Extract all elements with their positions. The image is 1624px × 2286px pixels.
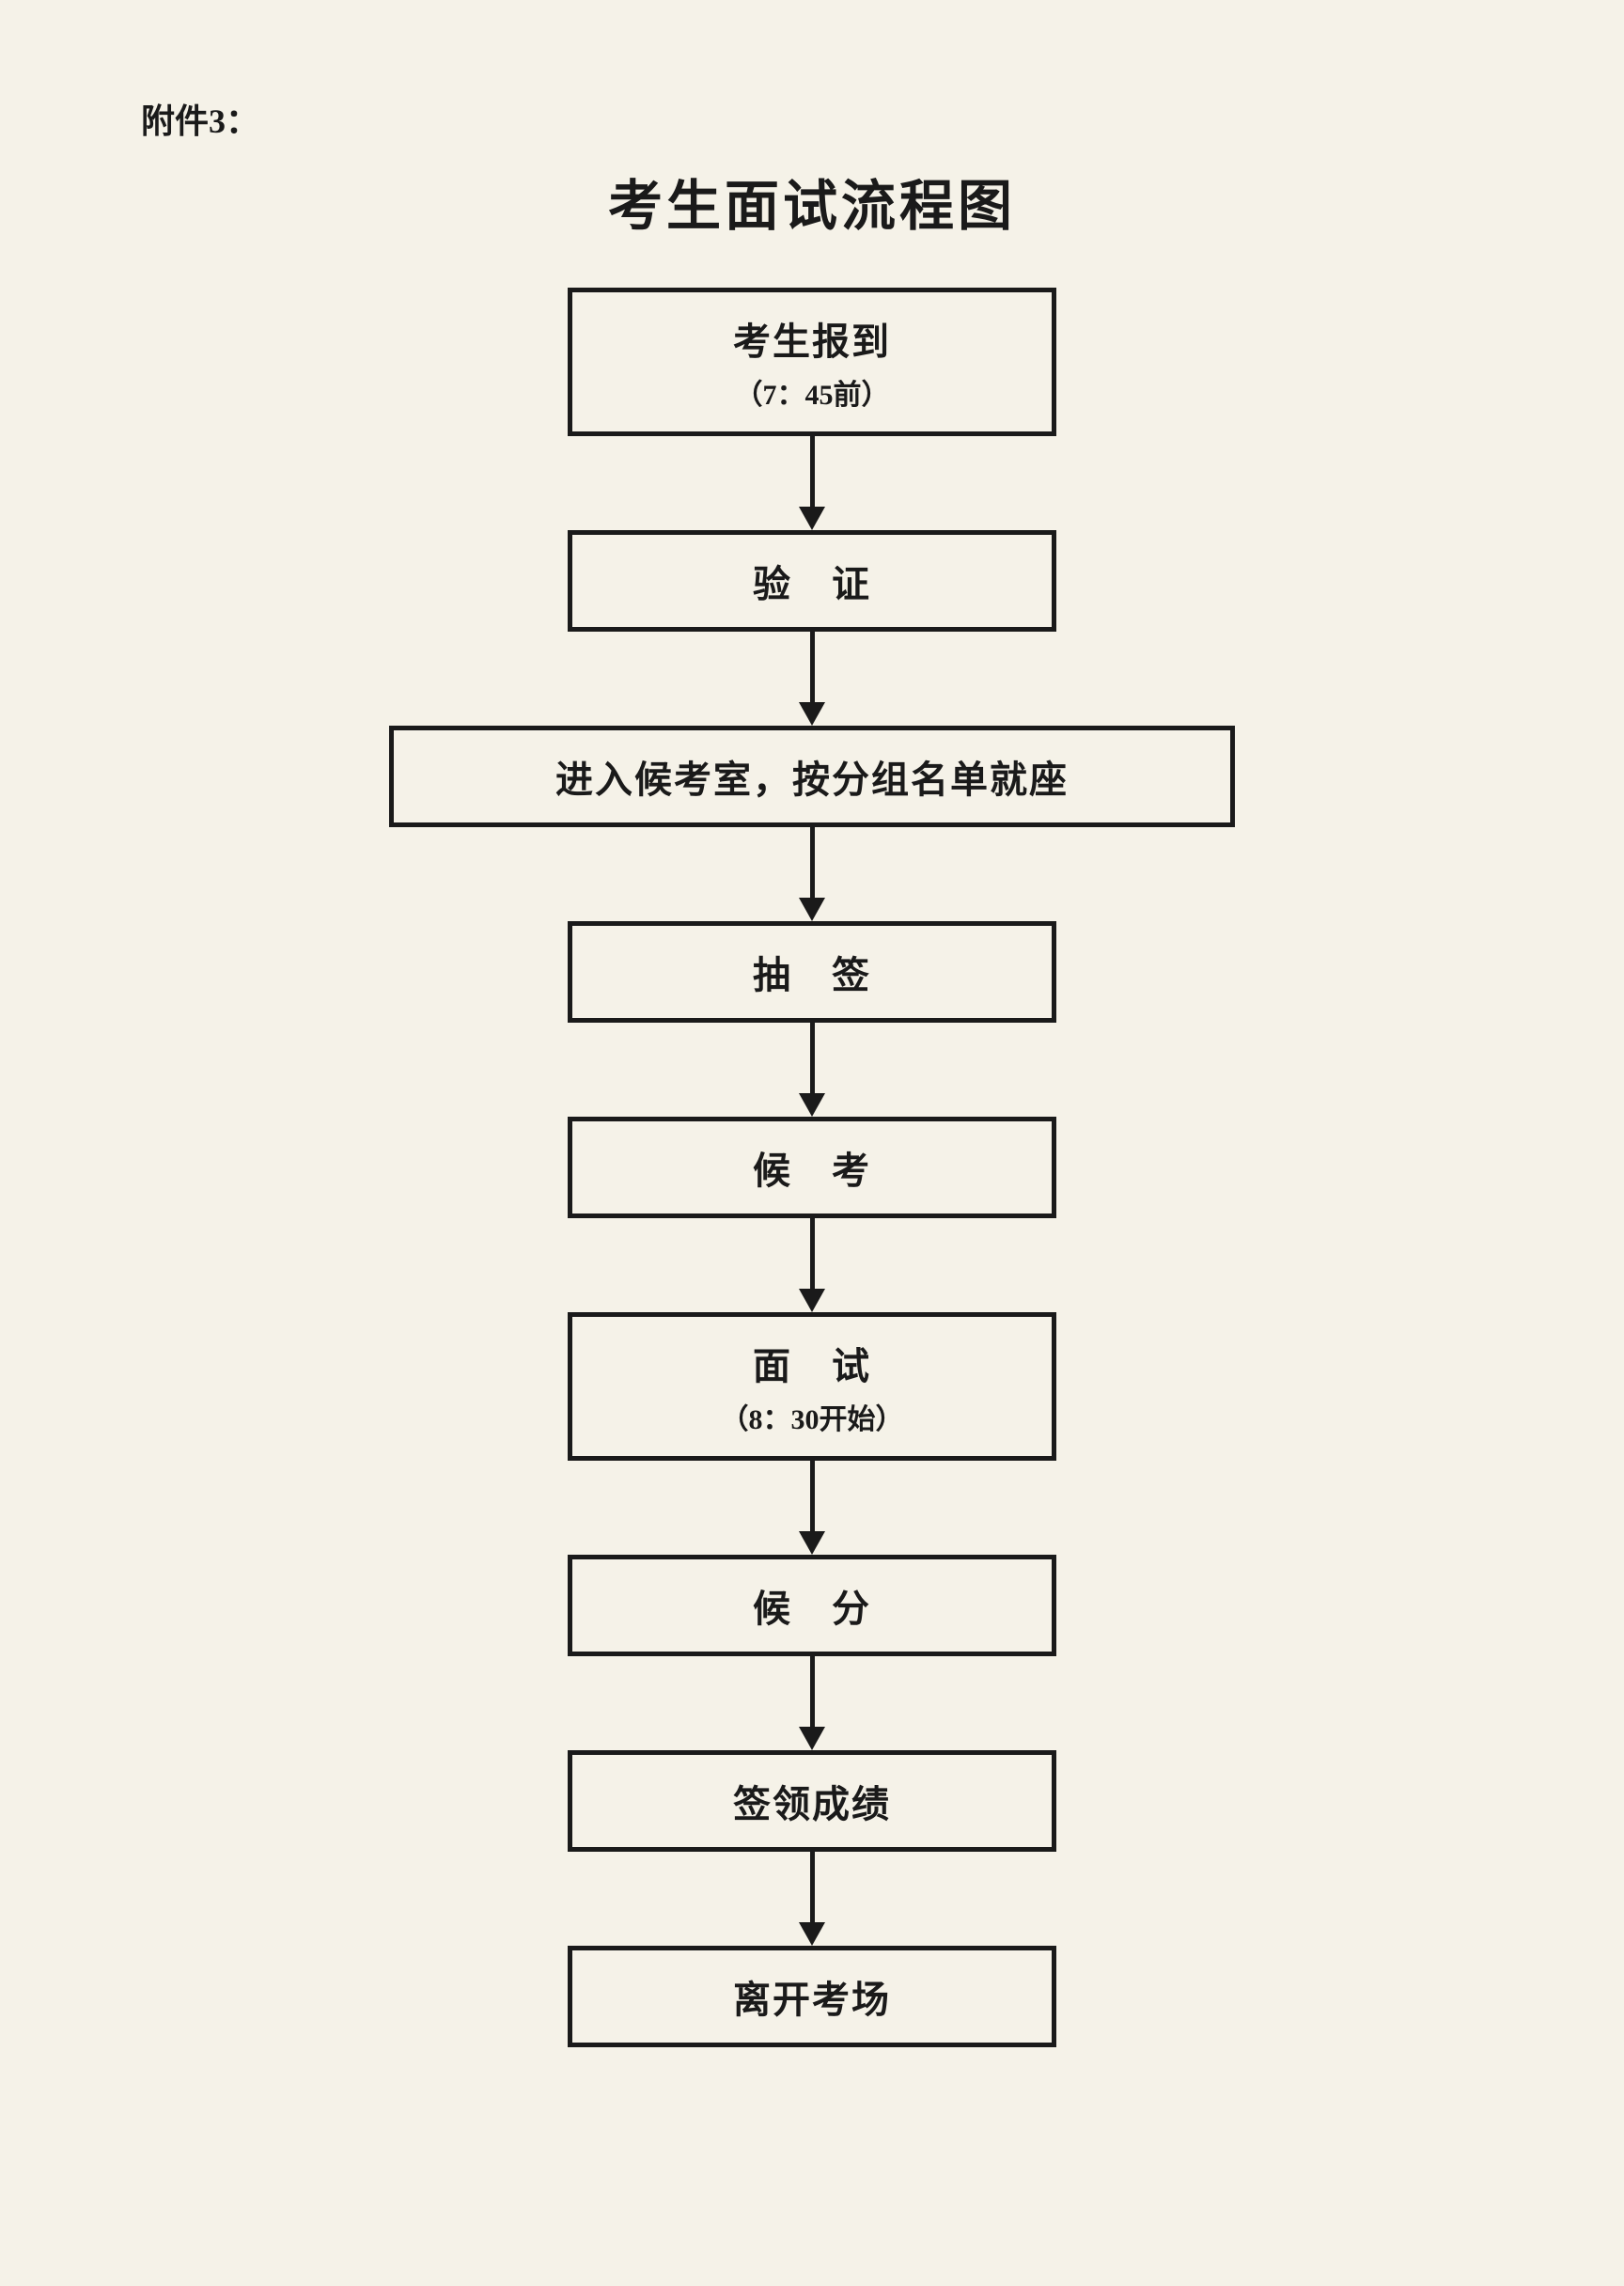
arrow-line	[810, 1656, 815, 1727]
step-main-text: 验 证	[753, 554, 871, 608]
flow-arrow	[799, 1656, 825, 1750]
arrow-line	[810, 1218, 815, 1289]
step-main-text: 抽 签	[753, 945, 871, 999]
arrow-line	[810, 1023, 815, 1093]
flow-step-9: 离开考场	[568, 1946, 1056, 2047]
step-sub-text: （7：45前）	[735, 371, 890, 413]
arrow-head-icon	[799, 702, 825, 726]
arrow-head-icon	[799, 1289, 825, 1312]
attachment-label: 附件3：	[141, 94, 1492, 143]
arrow-line	[810, 436, 815, 507]
flow-step-4: 抽 签	[568, 921, 1056, 1023]
step-main-text: 候 分	[753, 1578, 871, 1633]
step-main-text: 进入候考室，按分组名单就座	[555, 749, 1069, 804]
arrow-head-icon	[799, 1727, 825, 1750]
step-sub-text: （8：30开始）	[721, 1396, 904, 1437]
arrow-head-icon	[799, 507, 825, 530]
flow-arrow	[799, 632, 825, 726]
arrow-line	[810, 827, 815, 898]
flow-step-1: 考生报到 （7：45前）	[568, 288, 1056, 436]
flow-arrow	[799, 827, 825, 921]
flow-step-3: 进入候考室，按分组名单就座	[389, 726, 1235, 827]
flow-step-6: 面 试 （8：30开始）	[568, 1312, 1056, 1461]
step-main-text: 考生报到	[733, 311, 891, 366]
arrow-line	[810, 1852, 815, 1922]
step-main-text: 离开考场	[733, 1969, 891, 2024]
flow-arrow	[799, 1218, 825, 1312]
arrow-head-icon	[799, 1093, 825, 1117]
page-title: 考生面试流程图	[132, 162, 1492, 241]
flow-arrow	[799, 436, 825, 530]
flow-step-7: 候 分	[568, 1555, 1056, 1656]
arrow-line	[810, 632, 815, 702]
flow-arrow	[799, 1023, 825, 1117]
flow-step-8: 签领成绩	[568, 1750, 1056, 1852]
flow-arrow	[799, 1852, 825, 1946]
arrow-head-icon	[799, 1531, 825, 1555]
step-main-text: 签领成绩	[733, 1774, 891, 1828]
arrow-head-icon	[799, 1922, 825, 1946]
step-main-text: 面 试	[753, 1336, 871, 1390]
arrow-head-icon	[799, 898, 825, 921]
flow-step-5: 候 考	[568, 1117, 1056, 1218]
flow-arrow	[799, 1461, 825, 1555]
flowchart-container: 考生报到 （7：45前） 验 证 进入候考室，按分组名单就座 抽 签 候 考 面…	[132, 288, 1492, 2047]
arrow-line	[810, 1461, 815, 1531]
flow-step-2: 验 证	[568, 530, 1056, 632]
step-main-text: 候 考	[753, 1140, 871, 1195]
